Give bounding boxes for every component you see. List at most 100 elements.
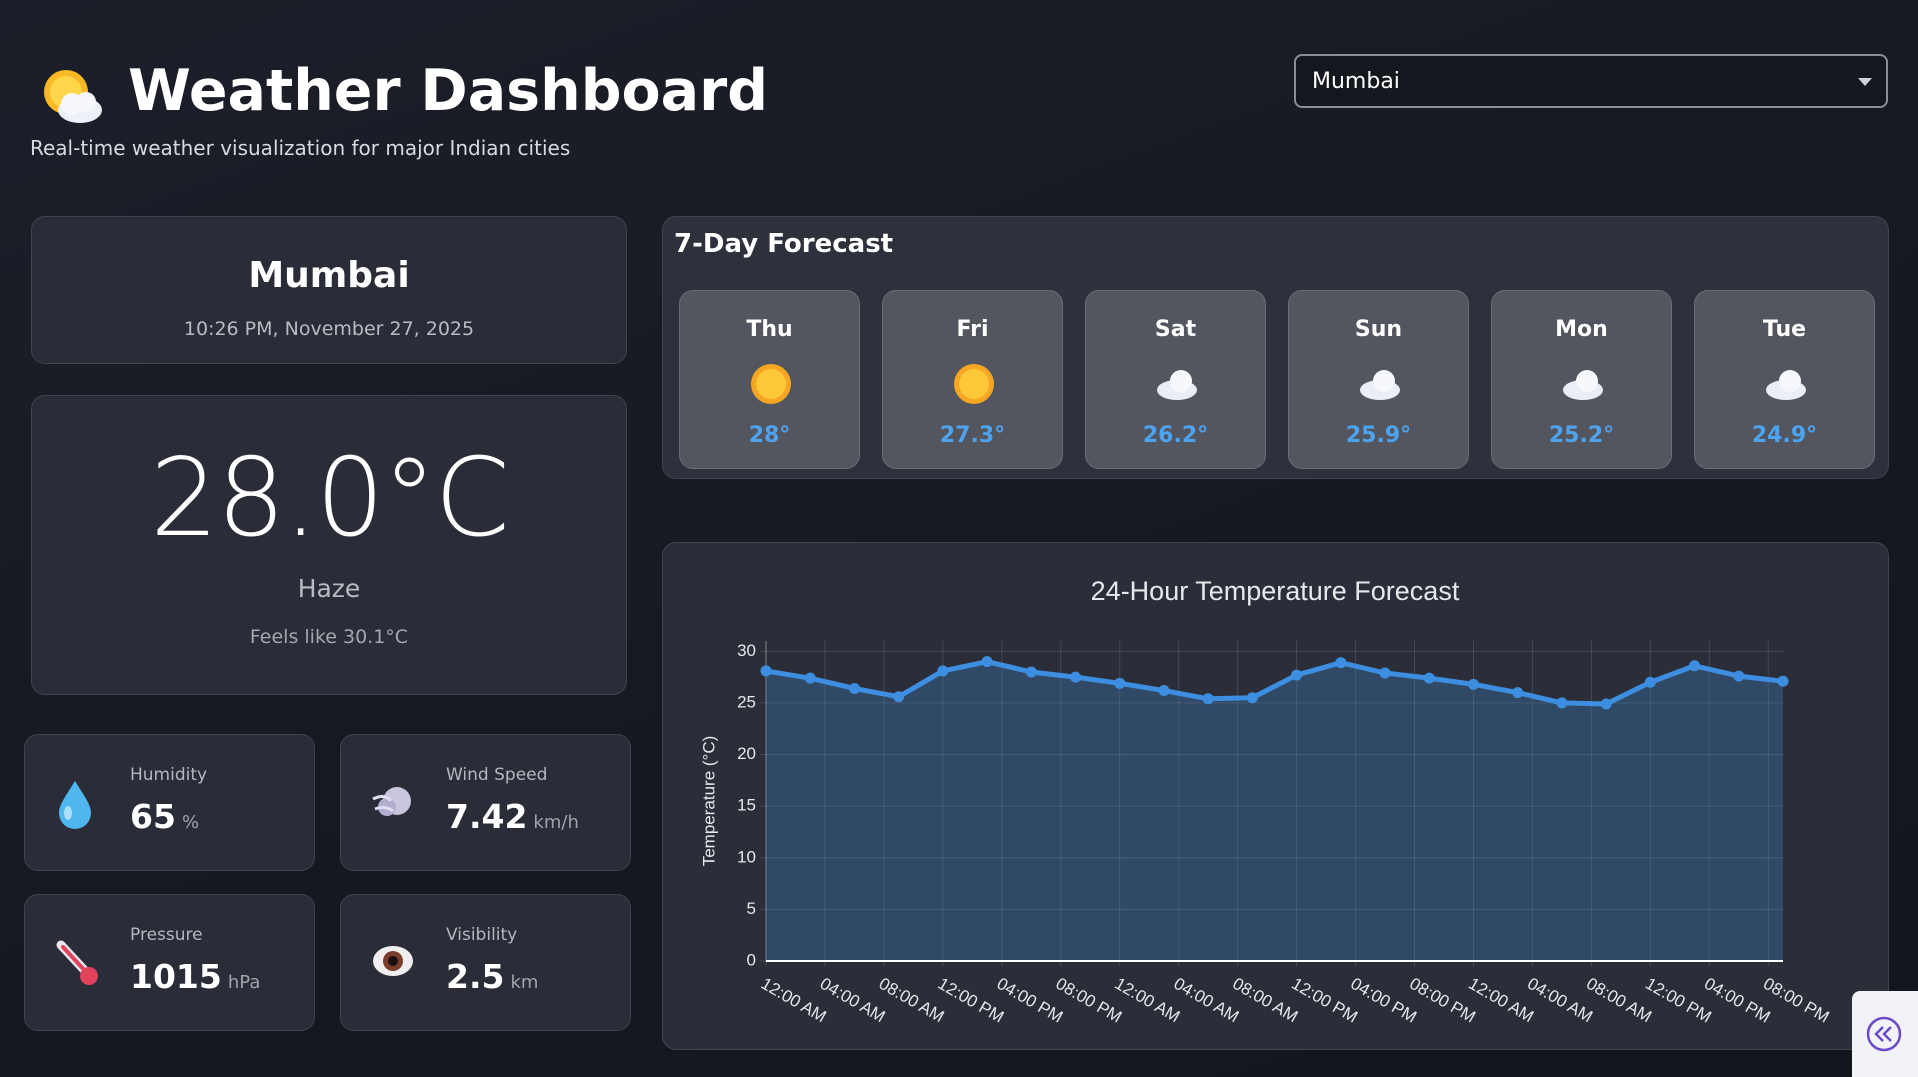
cloud-icon <box>1563 370 1603 400</box>
x-tick-label: 12:00 AM <box>1465 974 1537 1026</box>
sun-icon <box>954 364 994 404</box>
subtitle: Real-time weather visualization for majo… <box>30 136 571 160</box>
point <box>893 691 905 703</box>
point <box>1689 660 1701 672</box>
x-tick-label: 04:00 AM <box>817 974 889 1026</box>
stat-value: 65% <box>130 797 199 836</box>
condition: Haze <box>297 574 361 603</box>
point <box>1158 685 1170 697</box>
pressure-icon <box>56 940 98 985</box>
y-axis-label: Temperature (°C) <box>699 736 718 867</box>
line <box>765 659 1784 707</box>
x-tick-label: 04:00 PM <box>994 974 1067 1027</box>
y-tick-label: 25 <box>737 692 756 711</box>
temperature: 28.0°C <box>150 436 510 561</box>
x-tick-label: 12:00 PM <box>935 974 1008 1027</box>
stat-label: Visibility <box>446 925 518 945</box>
title: Weather Dashboard <box>128 58 769 124</box>
day-name: Sun <box>1354 317 1403 342</box>
value: 1015 <box>130 957 222 996</box>
x-tick-label: 12:00 PM <box>1288 974 1361 1027</box>
day-name: Thu <box>746 317 793 342</box>
forecast-title: 7-Day Forecast <box>674 229 894 259</box>
point <box>1777 675 1789 687</box>
x-tick-label: 12:00 AM <box>1111 974 1183 1026</box>
y-tick-label: 30 <box>737 641 756 660</box>
chart-panel <box>662 542 1889 1050</box>
point <box>1335 657 1347 669</box>
day-card: Tue 24.9° <box>1694 290 1875 469</box>
x-tick-label: 08:00 PM <box>1053 974 1126 1027</box>
day-temp: 28° <box>748 423 791 448</box>
stat-card: Humidity 65% <box>24 734 315 871</box>
forecast-panel: 7-Day Forecast Thu 28° Fri 27.3° Sat 26.2° … <box>662 216 1889 479</box>
day-name: Sat <box>1154 317 1197 342</box>
x-tick-label: 04:00 PM <box>1701 974 1774 1027</box>
point <box>1467 678 1479 690</box>
y-tick-label: 15 <box>737 796 756 815</box>
point <box>1202 693 1214 705</box>
stat-label: Pressure <box>130 925 203 945</box>
cloud-icon <box>1360 370 1400 400</box>
day-card: Mon 25.2° <box>1491 290 1672 469</box>
point <box>1025 666 1037 678</box>
point <box>1512 687 1524 699</box>
day-card: Thu 28° <box>679 290 860 469</box>
point <box>1644 676 1656 688</box>
value: 7.42 <box>446 797 528 836</box>
day-card: Sat 26.2° <box>1085 290 1266 469</box>
stat-value: 7.42 km/h <box>446 797 579 836</box>
unit: hPa <box>227 972 261 993</box>
day-name: Fri <box>956 317 989 342</box>
unit: % <box>181 812 200 833</box>
day-card: Sun 25.9° <box>1288 290 1469 469</box>
day-card: Fri 27.3° <box>882 290 1063 469</box>
x-tick-label: 04:00 AM <box>1170 974 1242 1026</box>
day-temp: 25.9° <box>1345 423 1412 448</box>
unit: km/h <box>533 812 579 833</box>
x-tick-label: 08:00 AM <box>1229 974 1301 1026</box>
x-tick-label: 12:00 PM <box>1642 974 1715 1027</box>
x-tick-label: 08:00 AM <box>876 974 948 1026</box>
cloud-icon <box>1157 370 1197 400</box>
y-tick-label: 10 <box>737 847 756 866</box>
x-tick-label: 12:00 AM <box>758 974 830 1026</box>
sidebar-toggle[interactable] <box>1852 991 1918 1077</box>
city-select[interactable]: Mumbai <box>1294 54 1888 108</box>
day-name: Mon <box>1555 317 1608 342</box>
point <box>1070 671 1082 683</box>
unit: km <box>510 972 539 993</box>
day-temp: 26.2° <box>1142 423 1209 448</box>
city-card: Mumbai 10:26 PM, November 27, 2025 <box>31 216 627 364</box>
stat-label: Wind Speed <box>446 765 548 785</box>
collapse-icon <box>1866 1016 1902 1052</box>
sun-icon <box>751 364 791 404</box>
point <box>1379 667 1391 679</box>
area <box>766 661 1783 961</box>
point <box>1556 697 1568 709</box>
chart-title: 24-Hour Temperature Forecast <box>1091 576 1460 606</box>
day-temp: 27.3° <box>939 423 1006 448</box>
feels-like: Feels like 30.1°C <box>249 626 409 648</box>
datetime: 10:26 PM, November 27, 2025 <box>183 318 475 340</box>
point <box>1246 692 1258 704</box>
point <box>1423 672 1435 684</box>
wind-icon <box>372 787 411 816</box>
point <box>1600 698 1612 710</box>
stat-label: Humidity <box>130 765 208 785</box>
x-tick-label: 08:00 PM <box>1406 974 1479 1027</box>
x-tick-label: 08:00 AM <box>1583 974 1655 1026</box>
cloud-icon <box>1766 370 1806 400</box>
y-tick-label: 20 <box>737 744 756 763</box>
value: 65 <box>130 797 176 836</box>
stat-card: Visibility 2.5 km <box>340 894 631 1031</box>
humidity-icon <box>59 781 91 829</box>
temperature-card: 28.0°C Haze Feels like 30.1°C <box>31 395 627 695</box>
logo-icon <box>44 70 102 123</box>
day-temp: 24.9° <box>1751 423 1818 448</box>
x-tick-label: 08:00 PM <box>1760 974 1833 1027</box>
point <box>1114 677 1126 689</box>
point <box>937 665 949 677</box>
point <box>760 665 772 677</box>
